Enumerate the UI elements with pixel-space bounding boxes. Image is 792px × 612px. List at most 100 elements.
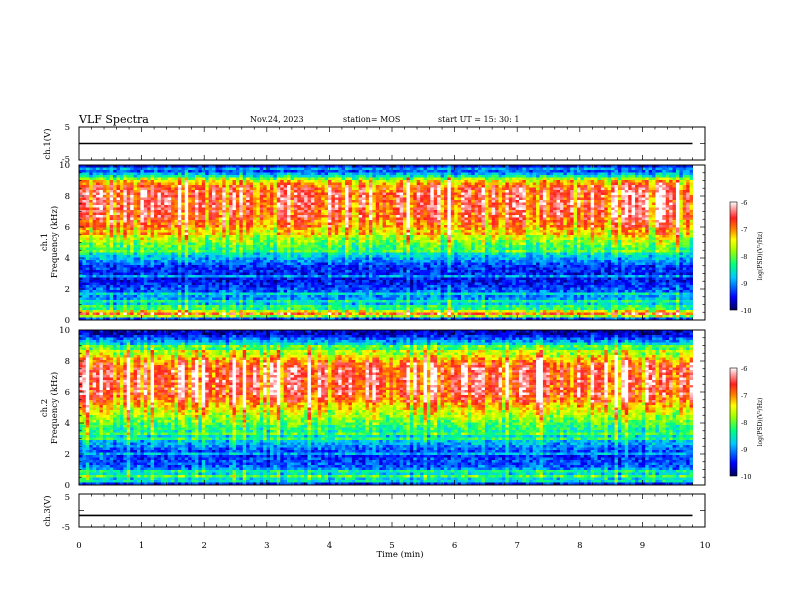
ch1-spectrogram-cell (310, 225, 315, 228)
ch1-spectrogram-cell (379, 202, 383, 206)
ch1-spectrogram-cell (232, 190, 237, 193)
ch1-spectrogram-cell (229, 185, 233, 188)
ch1-spectrogram-cell (392, 207, 397, 211)
ch1-spectrogram-cell (106, 182, 110, 186)
ch1-spectrogram-cell (570, 182, 574, 186)
ch1-spectrogram-cell (577, 207, 581, 211)
ch1-spectrogram-cell (154, 182, 158, 186)
ch1-spectrogram-cell (345, 197, 349, 201)
ch1-spectrogram-cell (102, 217, 107, 221)
ch1-spectrogram-cell (116, 165, 121, 168)
ch1-spectrogram-cell (96, 210, 100, 213)
ch1-spectrogram-cell (113, 180, 117, 183)
ch1-spectrogram-cell (573, 182, 578, 186)
ch1-spectrogram-cell (310, 227, 315, 231)
ch1-spectrogram-cell (580, 210, 585, 213)
ch1-spectrogram-cell (590, 210, 595, 213)
ch1-spectrogram-cell (457, 207, 462, 211)
ch1-spectrogram-cell (225, 167, 230, 171)
ch1-spectrogram-cell (631, 215, 636, 218)
ch1-spectrogram-cell (604, 177, 609, 181)
ch1-spectrogram-cell (556, 170, 561, 173)
ch1-spectrogram-cell (553, 215, 557, 218)
ch1-spectrogram-cell (102, 202, 107, 206)
ch1-spectrogram-cell (382, 222, 387, 226)
ch1-spectrogram-cell (246, 225, 250, 228)
ch1-spectrogram-cell (420, 170, 424, 173)
ch1-spectrogram-cell (539, 182, 544, 186)
ch1-spectrogram-cell (341, 222, 346, 226)
ch1-spectrogram-cell (447, 197, 452, 201)
ch1-spectrogram-cell (174, 177, 179, 181)
ch1-spectrogram-cell (645, 190, 649, 193)
ch1-spectrogram-cell (375, 205, 380, 208)
ch1-spectrogram-cell (546, 220, 551, 223)
ch1-spectrogram-cell (273, 212, 278, 216)
ch1-spectrogram-cell (515, 182, 520, 186)
ch1-spectrogram-cell (225, 227, 230, 231)
ch1-spectrogram-cell (79, 170, 83, 173)
ch1-spectrogram-cell (229, 180, 233, 183)
ch1-spectrogram-cell (689, 205, 693, 208)
ch1-spectrogram-cell (222, 195, 226, 198)
ch1-spectrogram-cell (628, 222, 632, 226)
ch1-spectrogram-cell (662, 215, 667, 218)
ch1-spectrogram-cell (607, 192, 612, 196)
ch1-spectrogram-cell (259, 197, 264, 201)
ch1-spectrogram-cell (464, 210, 469, 213)
ch1-spectrogram-cell (283, 215, 288, 218)
ch1-spectrogram-cell (249, 197, 254, 201)
ch1-spectrogram-cell (270, 212, 274, 216)
ch1-spectrogram-cell (321, 207, 325, 211)
ch1-spectrogram-cell (164, 202, 168, 206)
ch1-spectrogram-cell (675, 200, 680, 203)
ch1-spectrogram-cell (317, 190, 322, 193)
ch1-spectrogram-cell (177, 190, 182, 193)
ch1-spectrogram-cell (450, 227, 455, 231)
ch1-spectrogram-cell (259, 195, 264, 198)
ch1-spectrogram-cell (392, 180, 397, 183)
ch1-spectrogram-cell (314, 192, 319, 196)
ch1-spectrogram-cell (525, 210, 530, 213)
ch1-spectrogram-cell (525, 202, 530, 206)
ch1-spectrogram-cell (368, 170, 373, 173)
ch1-spectrogram-cell (553, 172, 557, 176)
ch1-spectrogram-cell (600, 217, 605, 221)
ch1-spectrogram-cell (583, 200, 588, 203)
ch1-spectrogram-cell (396, 205, 400, 208)
ch1-spectrogram-cell (682, 165, 687, 168)
ch1-spectrogram-cell (283, 182, 288, 186)
ch1-spectrogram-cell (635, 185, 639, 188)
ch1-spectrogram-cell (328, 202, 332, 206)
ch1-spectrogram-cell (641, 175, 646, 178)
ch1-spectrogram-cell (293, 222, 298, 226)
ch1-spectrogram-cell (665, 225, 670, 228)
ch1-spectrogram-cell (515, 220, 520, 223)
ch1-spectrogram-cell (669, 212, 673, 216)
ch1-spectrogram-cell (328, 170, 332, 173)
ch1-spectrogram-cell (423, 180, 428, 183)
ch1-spectrogram-cell (321, 192, 325, 196)
ch1-spectrogram-cell (594, 182, 598, 186)
ch1-spectrogram-cell (433, 212, 438, 216)
ch1-spectrogram-cell (372, 167, 377, 171)
ch1-spectrogram-cell (362, 225, 366, 228)
ch1-spectrogram-cell (450, 175, 455, 178)
ch1-spectrogram-cell (491, 195, 496, 198)
ch1-spectrogram-cell (266, 192, 271, 196)
ch1-spectrogram-cell (512, 187, 516, 191)
ch1-spectrogram-cell (628, 192, 632, 196)
ch1-spectrogram-cell (669, 230, 673, 233)
ch1-spectrogram-cell (607, 195, 612, 198)
ch1-spectrogram-cell (92, 212, 97, 216)
ch1-spectrogram-cell (389, 170, 394, 173)
ch1-spectrogram-cell (167, 225, 172, 228)
ch1-spectrogram-cell (583, 187, 588, 191)
ch1-spectrogram-cell (355, 197, 360, 201)
ch1-spectrogram-cell (628, 202, 632, 206)
ch1-spectrogram-cell (409, 202, 414, 206)
ch1-spectrogram-cell (662, 182, 667, 186)
ch1-spectrogram-cell (498, 190, 503, 193)
ch1-spectrogram-cell (597, 210, 602, 213)
ch1-spectrogram-cell (116, 212, 121, 216)
